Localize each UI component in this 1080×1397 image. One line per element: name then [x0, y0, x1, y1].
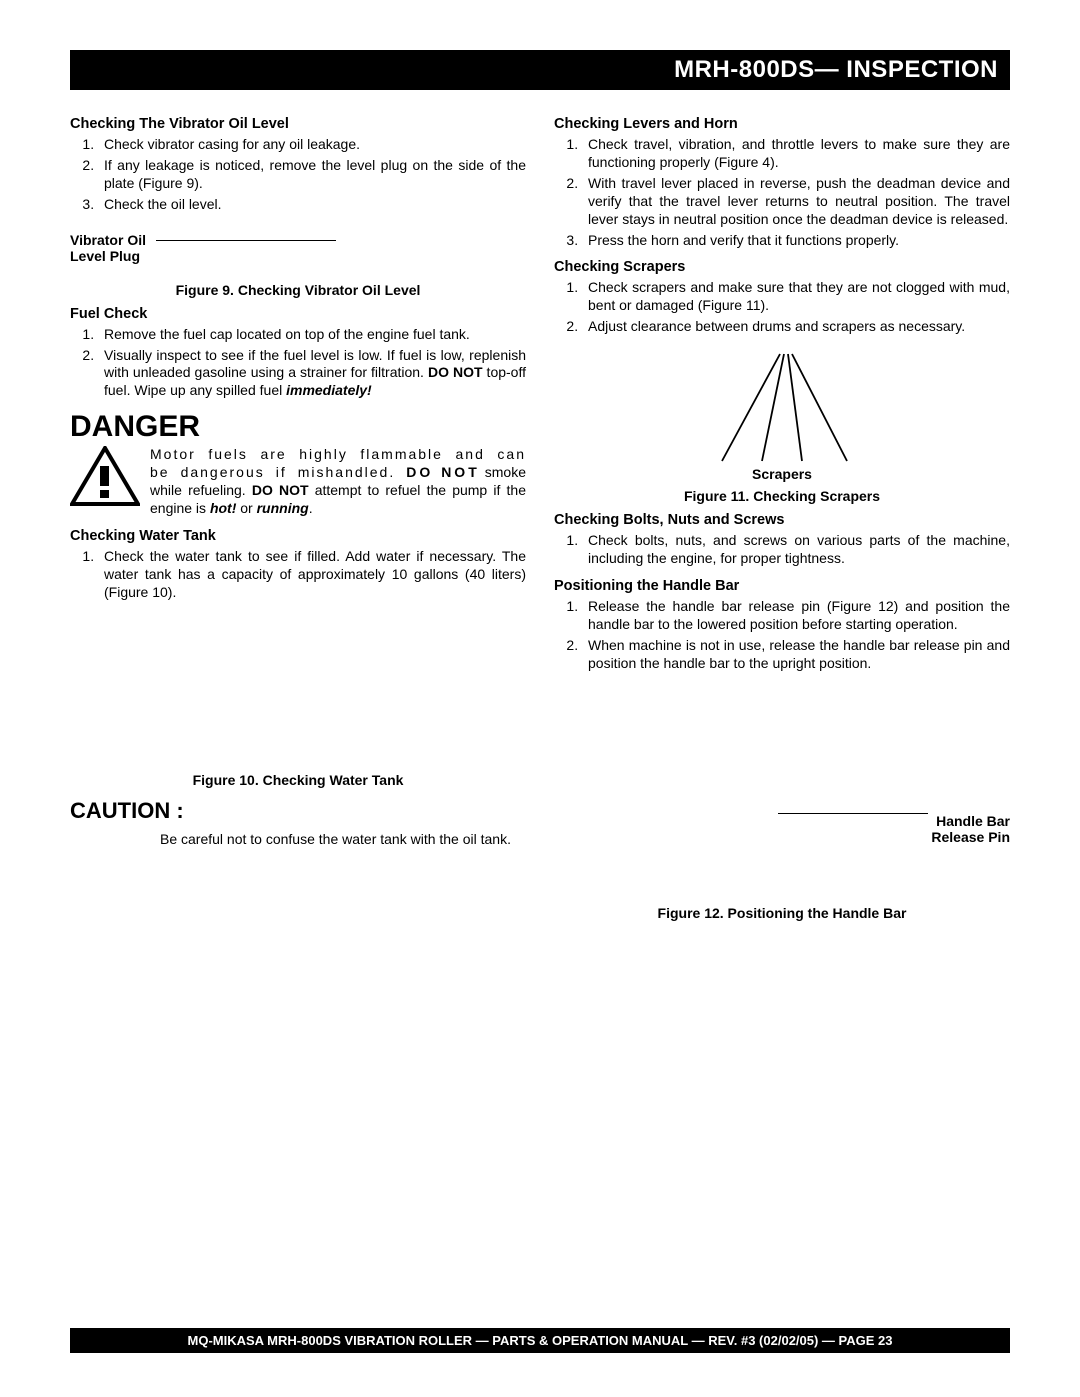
label-text: Vibrator Oil: [70, 232, 146, 248]
label-text: Level Plug: [70, 248, 140, 264]
list-item: Release the handle bar release pin (Figu…: [582, 598, 1010, 634]
caution-heading: CAUTION :: [70, 798, 526, 824]
list-bolts: Check bolts, nuts, and screws on various…: [554, 532, 1010, 568]
heading-vibrator-oil: Checking The Vibrator Oil Level: [70, 116, 526, 132]
text-emphasis: running: [257, 500, 309, 516]
figure-11-caption: Figure 11. Checking Scrapers: [554, 488, 1010, 504]
text-bold: DO NOT: [406, 464, 480, 480]
scrapers-label: Scrapers: [554, 466, 1010, 482]
label-text: Handle Bar: [936, 813, 1010, 829]
list-handle: Release the handle bar release pin (Figu…: [554, 598, 1010, 673]
left-column: Checking The Vibrator Oil Level Check vi…: [70, 108, 526, 929]
warning-triangle-icon: [70, 446, 140, 508]
list-item: Visually inspect to see if the fuel leve…: [98, 347, 526, 401]
list-item: Check travel, vibration, and throttle le…: [582, 136, 1010, 172]
text: .: [309, 500, 313, 516]
list-item: Check the water tank to see if filled. A…: [98, 548, 526, 602]
handle-bar-label: Handle Bar Release Pin: [554, 813, 1010, 845]
heading-fuel-check: Fuel Check: [70, 306, 526, 322]
caution-text: Be careful not to confuse the water tank…: [160, 830, 526, 848]
label-rule: [778, 813, 928, 814]
heading-bolts: Checking Bolts, Nuts and Screws: [554, 512, 1010, 528]
figure-12-caption: Figure 12. Positioning the Handle Bar: [554, 905, 1010, 921]
text-emphasis: immediately!: [286, 382, 372, 398]
list-item: Check scrapers and make sure that they a…: [582, 279, 1010, 315]
text: or: [236, 500, 256, 516]
list-item: Remove the fuel cap located on top of th…: [98, 326, 526, 344]
list-item: Check bolts, nuts, and screws on various…: [582, 532, 1010, 568]
heading-water-tank: Checking Water Tank: [70, 528, 526, 544]
label-rule: [156, 240, 336, 241]
list-item: When machine is not in use, release the …: [582, 637, 1010, 673]
list-fuel: Remove the fuel cap located on top of th…: [70, 326, 526, 401]
list-item: Check the oil level.: [98, 196, 526, 214]
list-water: Check the water tank to see if filled. A…: [70, 548, 526, 602]
heading-levers-horn: Checking Levers and Horn: [554, 116, 1010, 132]
list-scrapers: Check scrapers and make sure that they a…: [554, 279, 1010, 336]
list-levers: Check travel, vibration, and throttle le…: [554, 136, 1010, 249]
text-bold: DO NOT: [428, 364, 483, 380]
list-item: With travel lever placed in reverse, pus…: [582, 175, 1010, 229]
figure-9-caption: Figure 9. Checking Vibrator Oil Level: [70, 282, 526, 298]
list-vibrator-oil: Check vibrator casing for any oil leakag…: [70, 136, 526, 214]
text-emphasis: hot!: [210, 500, 236, 516]
label-text: Release Pin: [931, 829, 1010, 845]
page-footer: MQ-MIKASA MRH-800DS VIBRATION ROLLER — P…: [70, 1328, 1010, 1353]
vibrator-oil-label: Vibrator Oil Level Plug: [70, 232, 526, 264]
right-column: Checking Levers and Horn Check travel, v…: [554, 108, 1010, 929]
page-header: MRH-800DS— INSPECTION: [70, 50, 1010, 90]
figure-10-caption: Figure 10. Checking Water Tank: [70, 772, 526, 788]
heading-handle-bar: Positioning the Handle Bar: [554, 578, 1010, 594]
list-item: Check vibrator casing for any oil leakag…: [98, 136, 526, 154]
danger-block: Motor fuels are highly flammable and can…: [70, 446, 526, 518]
list-item: If any leakage is noticed, remove the le…: [98, 157, 526, 193]
scrapers-diagram: [652, 346, 912, 466]
list-item: Press the horn and verify that it functi…: [582, 232, 1010, 250]
content-columns: Checking The Vibrator Oil Level Check vi…: [70, 108, 1010, 929]
heading-scrapers: Checking Scrapers: [554, 259, 1010, 275]
list-item: Adjust clearance between drums and scrap…: [582, 318, 1010, 336]
text-bold: DO NOT: [252, 482, 309, 498]
danger-heading: DANGER: [70, 410, 526, 444]
